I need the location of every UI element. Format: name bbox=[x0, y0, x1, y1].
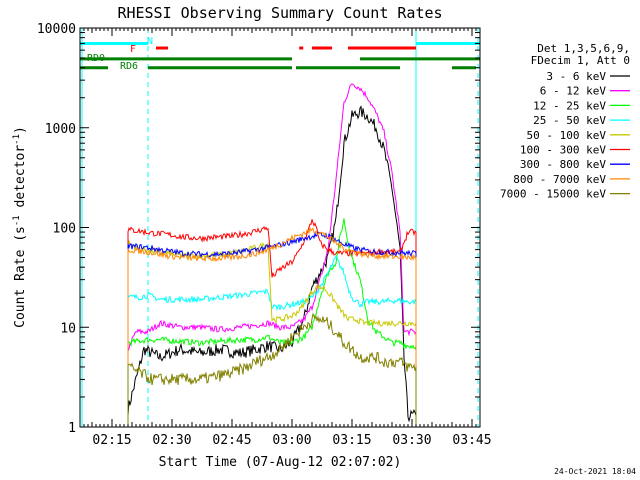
series-line-2 bbox=[127, 218, 417, 427]
y-tick-label-0: 1 bbox=[68, 421, 76, 436]
legend-label-3: 25 - 50 keV bbox=[533, 114, 606, 127]
legend-header-0: Det 1,3,5,6,9, bbox=[537, 42, 630, 55]
x-tick-label-4: 03:15 bbox=[332, 433, 371, 448]
x-tick-label-5: 03:30 bbox=[392, 433, 431, 448]
state-bar-label-f: F bbox=[130, 44, 136, 55]
y-axis-label-exp2: -1 bbox=[12, 134, 22, 145]
legend: Det 1,3,5,6,9,FDecim 1, Att 0 3 - 6 keV 6 … bbox=[500, 42, 630, 201]
y-tick-label-3: 1000 bbox=[45, 122, 76, 137]
x-tick-label-3: 03:00 bbox=[272, 433, 311, 448]
x-tick-label-2: 02:45 bbox=[212, 433, 251, 448]
y-tick-label-2: 100 bbox=[53, 222, 76, 237]
legend-label-8: 7000 - 15000 keV bbox=[500, 188, 606, 201]
series-line-8 bbox=[127, 312, 417, 427]
y-tick-label-1: 10 bbox=[60, 321, 76, 336]
x-tick-label-1: 02:30 bbox=[152, 433, 191, 448]
y-axis-label-main: Count Rate (s bbox=[13, 226, 28, 328]
legend-label-6: 300 - 800 keV bbox=[520, 158, 606, 171]
y-axis-label-close: ) bbox=[13, 126, 28, 134]
chart-title: RHESSI Observing Summary Count Rates bbox=[117, 4, 442, 22]
series-line-0 bbox=[127, 105, 417, 427]
y-axis-label-tail: detector bbox=[13, 145, 28, 216]
series-line-1 bbox=[127, 83, 417, 427]
legend-label-4: 50 - 100 keV bbox=[527, 129, 607, 142]
series-group bbox=[127, 83, 417, 427]
x-tick-label-6: 03:45 bbox=[452, 433, 491, 448]
legend-label-5: 100 - 300 keV bbox=[520, 144, 606, 157]
y-axis-label: Count Rate (s-1 detector-1) bbox=[12, 126, 28, 328]
x-axis: 02:15 02:30 02:45 03:00 03:15 03:30 03:45 bbox=[79, 28, 492, 448]
y-axis: 1 10 100 1000 10000 bbox=[37, 22, 480, 436]
legend-header-1: FDecim 1, Att 0 bbox=[531, 54, 630, 67]
series-line-4 bbox=[127, 239, 417, 427]
series-line-3 bbox=[127, 255, 417, 427]
legend-label-0: 3 - 6 keV bbox=[546, 70, 606, 83]
x-axis-label: Start Time (07-Aug-12 02:07:02) bbox=[159, 455, 402, 470]
legend-label-7: 800 - 7000 keV bbox=[513, 173, 606, 186]
series-line-7 bbox=[127, 227, 417, 427]
state-bar-label-n: N bbox=[147, 36, 153, 47]
x-tick-label-0: 02:15 bbox=[92, 433, 131, 448]
state-bar-label-rd0: RD0 bbox=[87, 53, 105, 64]
legend-label-1: 6 - 12 keV bbox=[540, 85, 607, 98]
legend-label-2: 12 - 25 keV bbox=[533, 99, 606, 112]
y-axis-label-exp1: -1 bbox=[12, 215, 22, 226]
y-tick-label-4: 10000 bbox=[37, 22, 76, 37]
state-bar-label-rd6: RD6 bbox=[120, 61, 138, 72]
generation-timestamp: 24-Oct-2021 18:04 bbox=[554, 467, 636, 476]
